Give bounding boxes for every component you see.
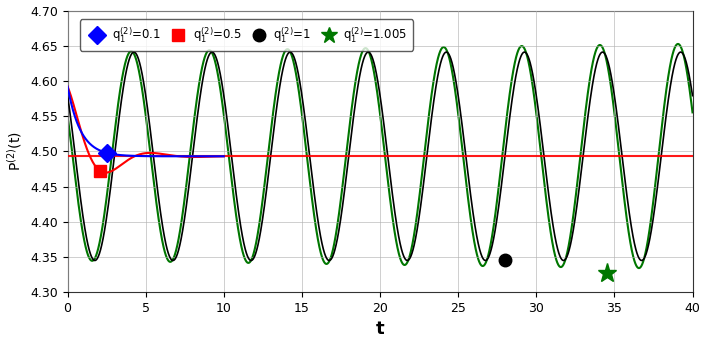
Legend: q$_1^{(2)}$=0.1, q$_1^{(2)}$=0.5, q$_1^{(2)}$=1, q$_1^{(2)}$=1.005: q$_1^{(2)}$=0.1, q$_1^{(2)}$=0.5, q$_1^{…: [80, 19, 413, 51]
Y-axis label: P$^{(2)}$(t): P$^{(2)}$(t): [6, 131, 25, 171]
X-axis label: t: t: [376, 321, 384, 338]
